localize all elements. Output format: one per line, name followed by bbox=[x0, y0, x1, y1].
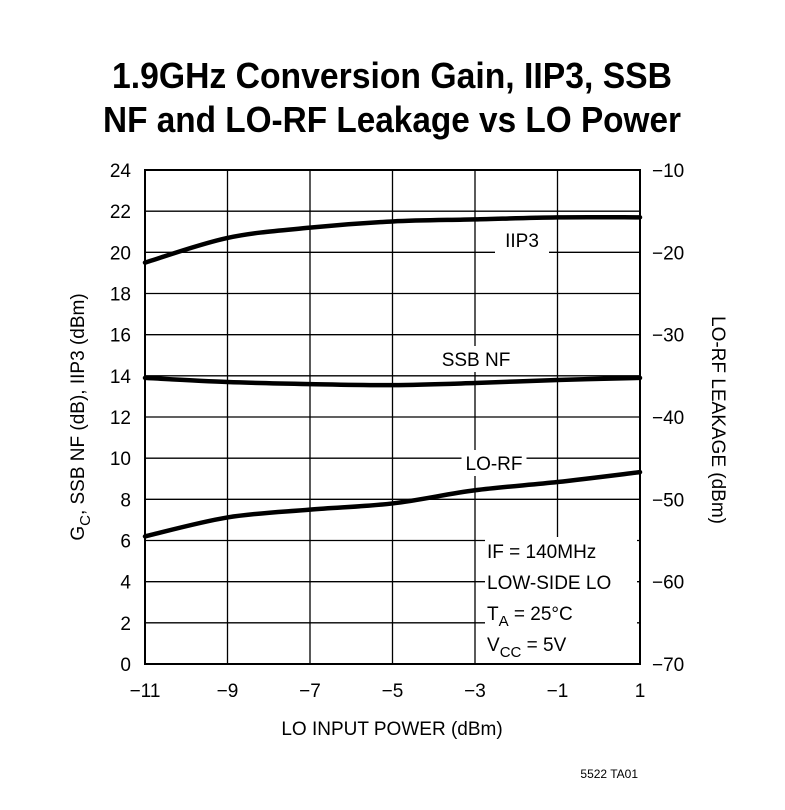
condition-text: VCC = 5V bbox=[487, 635, 567, 661]
y2-tick-label: −30 bbox=[652, 326, 684, 347]
x-tick-label: −11 bbox=[130, 681, 161, 702]
x-tick-label: −9 bbox=[217, 681, 239, 702]
y-axis-label: GC, SSB NF (dB), IIP3 (dBm) bbox=[68, 293, 94, 540]
x-tick-label: −1 bbox=[547, 681, 569, 702]
y-tick-label: 20 bbox=[110, 243, 131, 264]
y-tick-label: 8 bbox=[120, 490, 131, 511]
y-tick-label: 12 bbox=[110, 408, 131, 429]
y-tick-label: 22 bbox=[110, 202, 131, 223]
plot-frame bbox=[144, 169, 641, 665]
y2-tick-label: −50 bbox=[652, 490, 684, 511]
series-line-lo-rf bbox=[142, 469, 643, 539]
chart-title-line: 1.9GHz Conversion Gain, IIP3, SSB bbox=[112, 55, 672, 96]
y-tick-label: 18 bbox=[110, 285, 131, 306]
x-tick-label: −3 bbox=[464, 681, 486, 702]
y-tick-label: 24 bbox=[110, 161, 132, 182]
series-label: IIP3 bbox=[505, 231, 539, 252]
footnote: 5522 TA01 bbox=[580, 767, 638, 781]
y-tick-label: 10 bbox=[110, 449, 131, 470]
condition-text: TA = 25°C bbox=[487, 604, 573, 630]
x-tick-label: −5 bbox=[382, 681, 404, 702]
x-tick-label: −7 bbox=[299, 681, 321, 702]
y-tick-label: 4 bbox=[120, 573, 131, 594]
series-label: LO-RF bbox=[466, 454, 523, 475]
y2-tick-label: −70 bbox=[652, 655, 684, 676]
x-tick-label: 1 bbox=[635, 681, 646, 702]
y-tick-label: 2 bbox=[120, 614, 131, 635]
condition-text: IF = 140MHz bbox=[487, 542, 596, 563]
condition-text: LOW-SIDE LO bbox=[487, 573, 611, 594]
y-tick-label: 6 bbox=[120, 532, 131, 553]
series-label-background bbox=[461, 450, 527, 476]
series-label-background bbox=[495, 227, 549, 253]
y-tick-label: 14 bbox=[110, 367, 132, 388]
y-tick-label: 16 bbox=[110, 326, 131, 347]
y2-tick-label: −10 bbox=[652, 161, 684, 182]
y2-axis-label: LO-RF LEAKAGE (dBm) bbox=[707, 316, 728, 524]
x-axis-label: LO INPUT POWER (dBm) bbox=[281, 719, 502, 740]
y2-tick-label: −40 bbox=[652, 408, 684, 429]
conditions-background bbox=[485, 537, 637, 663]
y2-tick-label: −60 bbox=[652, 573, 684, 594]
series-line-iip3 bbox=[142, 214, 643, 265]
series-label: SSB NF bbox=[442, 350, 511, 371]
chart-title-line: NF and LO-RF Leakage vs LO Power bbox=[103, 99, 681, 140]
y2-tick-label: −20 bbox=[652, 243, 684, 264]
series-label-background bbox=[438, 346, 514, 372]
y-tick-label: 0 bbox=[120, 655, 131, 676]
series-line-ssb-nf bbox=[142, 375, 643, 388]
